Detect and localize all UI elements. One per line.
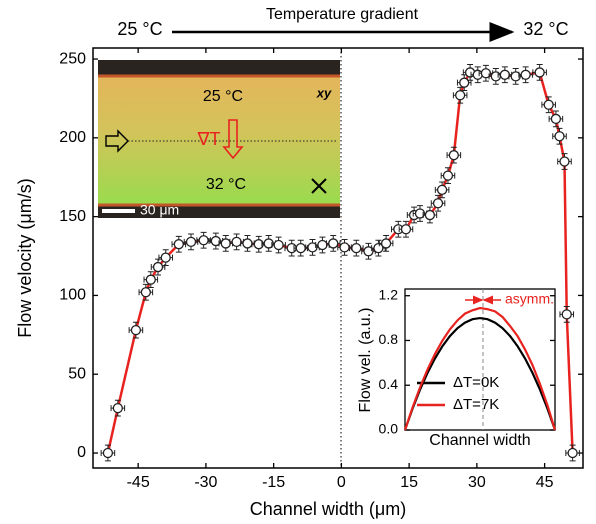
data-point (550, 113, 562, 125)
polarizer-cross (311, 178, 327, 194)
y-tick-label: 200 (59, 129, 86, 146)
x-axis-label: Channel width (μm) (250, 499, 406, 519)
inset-plot: 0.0 0.4 0.8 1.2 ΔT=0K ΔT=7K asymm. (379, 286, 557, 437)
data-point (173, 239, 184, 250)
data-point (242, 238, 253, 249)
x-tick-label: 0 (337, 474, 346, 491)
asymm-label: asymm. (505, 291, 554, 307)
data-point (231, 236, 242, 247)
data-point (520, 69, 531, 80)
y-tick-label: 50 (68, 365, 86, 382)
micrograph-bottom-label: 32 °C (206, 176, 246, 193)
curve (403, 316, 557, 431)
data-point (480, 68, 492, 79)
temp-right: 32 °C (523, 19, 568, 39)
y-tick-label: 1.2 (379, 286, 399, 302)
y-tick-label: 250 (59, 50, 86, 67)
data-point (455, 90, 466, 101)
temp-left: 25 °C (117, 19, 162, 39)
data-point (363, 246, 374, 257)
data-point (210, 235, 221, 247)
data-point (295, 243, 306, 254)
data-point (510, 71, 521, 82)
inset-y-label: Flow vel. (a.u.) (357, 308, 374, 413)
y-tick-label: 100 (59, 287, 86, 304)
data-point (448, 150, 459, 161)
data-point (273, 239, 284, 251)
y-tick-label: 150 (59, 208, 86, 225)
scale-bar-label: 30 μm (140, 202, 179, 218)
micrograph-bg (98, 60, 340, 218)
inset-x-label: Channel width (429, 432, 530, 449)
data-point (198, 235, 209, 246)
data-point (373, 243, 384, 254)
data-point (567, 447, 578, 459)
data-point (112, 402, 123, 414)
data-point (414, 208, 426, 219)
data-point (400, 224, 412, 235)
data-point (561, 309, 572, 320)
data-point (263, 238, 274, 249)
data-point (339, 242, 350, 253)
data-point (102, 447, 114, 459)
data-point (145, 274, 156, 285)
data-point (130, 324, 142, 336)
data-point (160, 252, 171, 263)
data-point (307, 242, 318, 253)
data-point (472, 69, 483, 80)
data-point (442, 170, 454, 181)
micrograph-top-label: 25 °C (203, 88, 243, 105)
top-wall (98, 60, 340, 77)
data-point (459, 77, 470, 88)
view-label: xy (316, 85, 332, 100)
data-point (554, 131, 565, 142)
data-point (220, 238, 231, 249)
data-point (490, 71, 501, 82)
flow-arrow (105, 129, 129, 153)
data-point (543, 99, 554, 110)
x-tick-label: 45 (536, 474, 554, 491)
data-point (140, 287, 151, 298)
y-tick-label: 0 (77, 444, 86, 461)
y-tick-label: 0.8 (379, 331, 399, 347)
curve (403, 306, 557, 431)
plot-frame (92, 47, 584, 469)
data-point (432, 198, 444, 209)
bottom-wall (98, 204, 340, 218)
gradient-symbol: ∇T (196, 129, 220, 149)
data-point (499, 69, 511, 80)
x-tick-label: -15 (262, 474, 285, 491)
data-point (380, 238, 392, 249)
data-point (351, 243, 362, 254)
x-tick-label: -30 (194, 474, 217, 491)
data-point (253, 239, 264, 250)
y-tick-label: 0.0 (379, 421, 399, 437)
y-axis-label: Flow velocity (μm/s) (15, 178, 35, 337)
data-point (534, 67, 545, 78)
gradient-label: Temperature gradient (266, 6, 419, 23)
x-tick-label: 15 (400, 474, 418, 491)
legend-label: ΔT=0K (453, 374, 499, 391)
micrograph: 25 °C xy ∇T 32 °C 30 μm (98, 60, 340, 218)
data-point (185, 236, 197, 247)
legend-label: ΔT=7K (453, 396, 499, 413)
data-point (559, 156, 570, 167)
data-point (328, 238, 339, 249)
data-point (424, 209, 436, 221)
data-point (436, 184, 448, 195)
x-tick-label: 30 (468, 474, 486, 491)
gradient-arrow-inset (222, 119, 244, 160)
x-tick-label: -45 (127, 474, 150, 491)
y-tick-label: 0.4 (379, 376, 399, 392)
main-plot: 0 50 100 150 200 250 -45 -30 -15 0 15 30 45 (59, 48, 583, 491)
data-point (152, 261, 164, 273)
data-point (317, 239, 328, 251)
